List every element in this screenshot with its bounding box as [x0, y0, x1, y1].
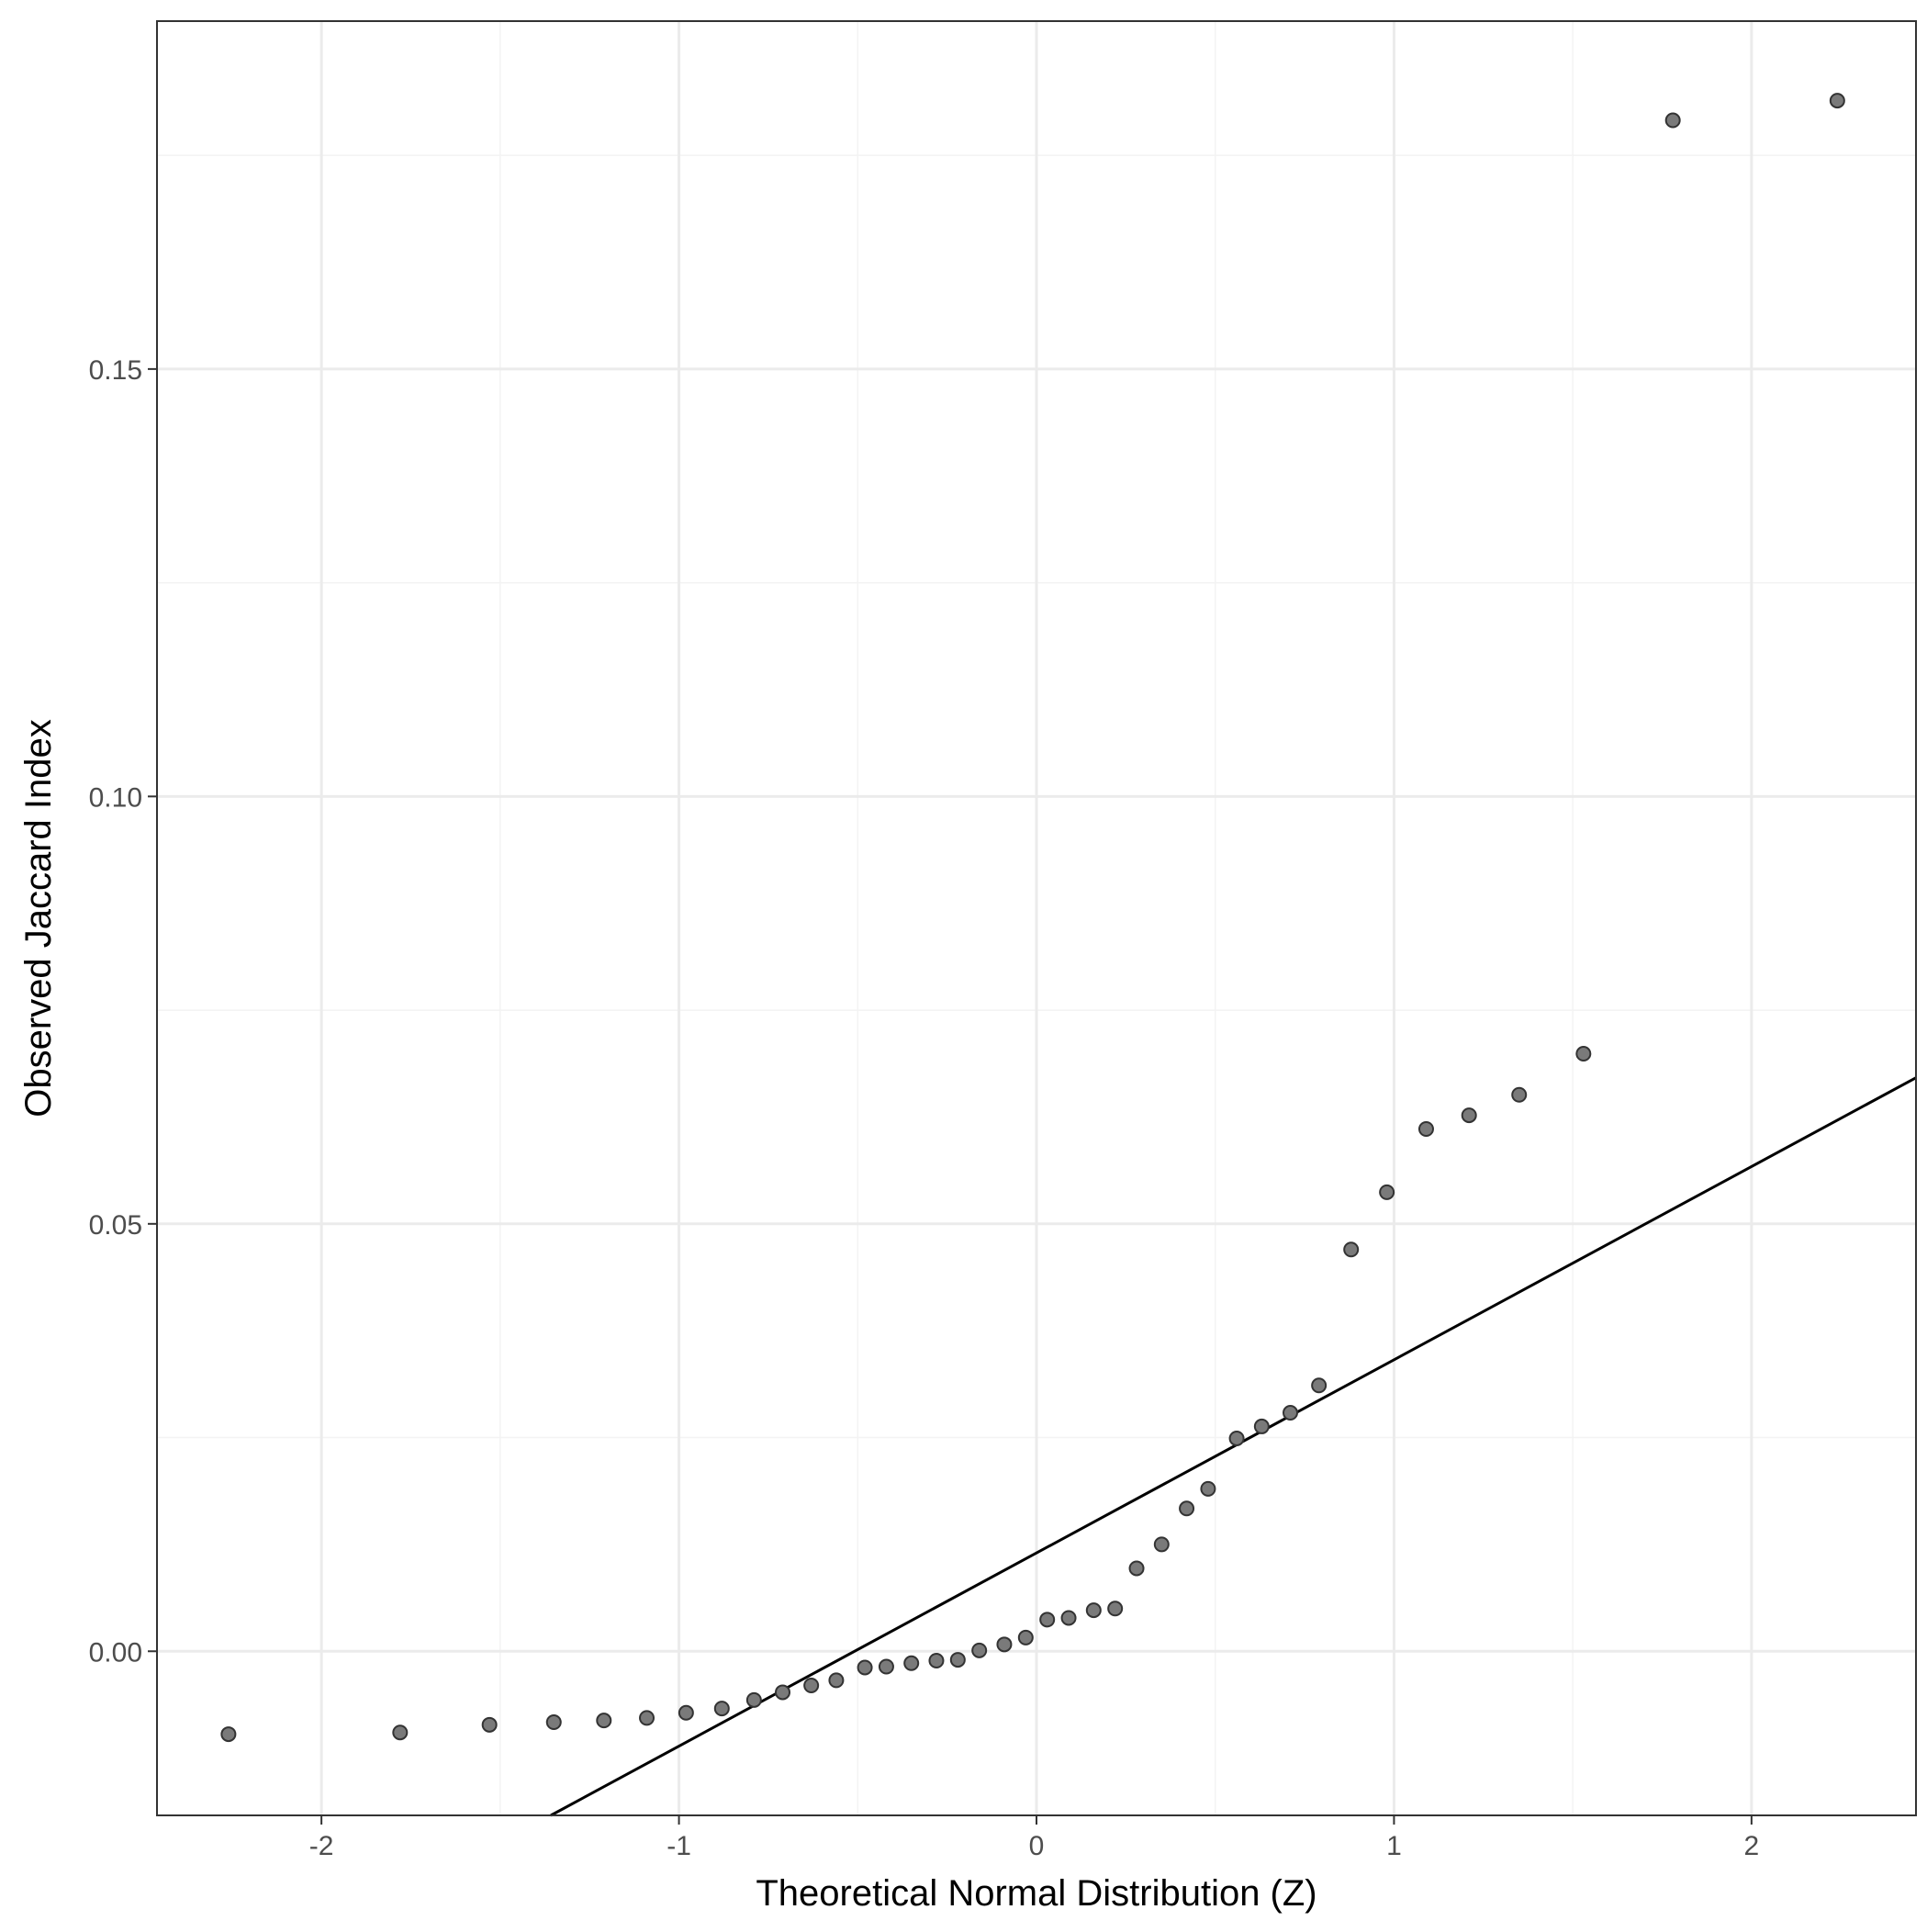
x-tick-label: 1	[1386, 1831, 1402, 1861]
data-points	[220, 93, 1845, 1743]
data-point	[1343, 1241, 1360, 1258]
data-point	[392, 1724, 409, 1741]
data-point	[971, 1642, 988, 1658]
data-point	[1128, 1560, 1145, 1577]
data-point	[949, 1652, 966, 1668]
x-tick-label: -1	[667, 1831, 691, 1861]
data-point	[903, 1655, 920, 1671]
grid-lines	[157, 21, 1916, 1815]
x-axis-title: Theoretical Normal Distribution (Z)	[756, 1873, 1316, 1914]
y-axis-title: Observed Jaccard Index	[18, 719, 59, 1118]
data-point	[857, 1659, 873, 1676]
data-point	[1200, 1480, 1216, 1497]
data-point	[928, 1653, 945, 1669]
x-tick-label: 0	[1029, 1831, 1045, 1861]
data-point	[220, 1726, 237, 1743]
data-point	[1282, 1405, 1298, 1421]
data-point	[1575, 1046, 1592, 1062]
data-point	[775, 1684, 791, 1701]
x-tick-label: 2	[1744, 1831, 1760, 1861]
data-point	[1829, 93, 1845, 109]
data-point	[828, 1672, 845, 1689]
data-point	[1311, 1377, 1328, 1394]
data-point	[1179, 1500, 1195, 1517]
data-point	[481, 1716, 498, 1733]
data-point	[1107, 1601, 1124, 1617]
data-point	[639, 1710, 655, 1726]
data-point	[1417, 1120, 1434, 1137]
data-point	[1085, 1602, 1102, 1619]
x-tick-label: -2	[309, 1831, 334, 1861]
data-point	[1017, 1629, 1034, 1646]
data-point	[1253, 1418, 1270, 1434]
data-point	[1228, 1430, 1245, 1446]
data-point	[1153, 1536, 1170, 1553]
y-tick-label: 0.00	[89, 1637, 142, 1668]
data-point	[1060, 1610, 1077, 1626]
data-point	[745, 1691, 762, 1708]
data-point	[1461, 1107, 1477, 1124]
data-point	[803, 1678, 820, 1694]
y-tick-label: 0.10	[89, 782, 142, 813]
data-point	[996, 1636, 1013, 1653]
data-point	[878, 1658, 894, 1675]
data-point	[1511, 1086, 1528, 1103]
data-point	[596, 1713, 612, 1729]
y-tick-label: 0.05	[89, 1210, 142, 1241]
data-point	[1664, 112, 1681, 129]
data-point	[1379, 1184, 1395, 1200]
data-point	[1039, 1612, 1056, 1628]
data-point	[678, 1704, 694, 1721]
y-tick-label: 0.15	[89, 355, 142, 386]
axes: -2 -1 0 1 2 0.00 0.05 0.10 0.15	[89, 355, 1760, 1861]
data-point	[713, 1701, 730, 1717]
data-point	[545, 1714, 562, 1731]
